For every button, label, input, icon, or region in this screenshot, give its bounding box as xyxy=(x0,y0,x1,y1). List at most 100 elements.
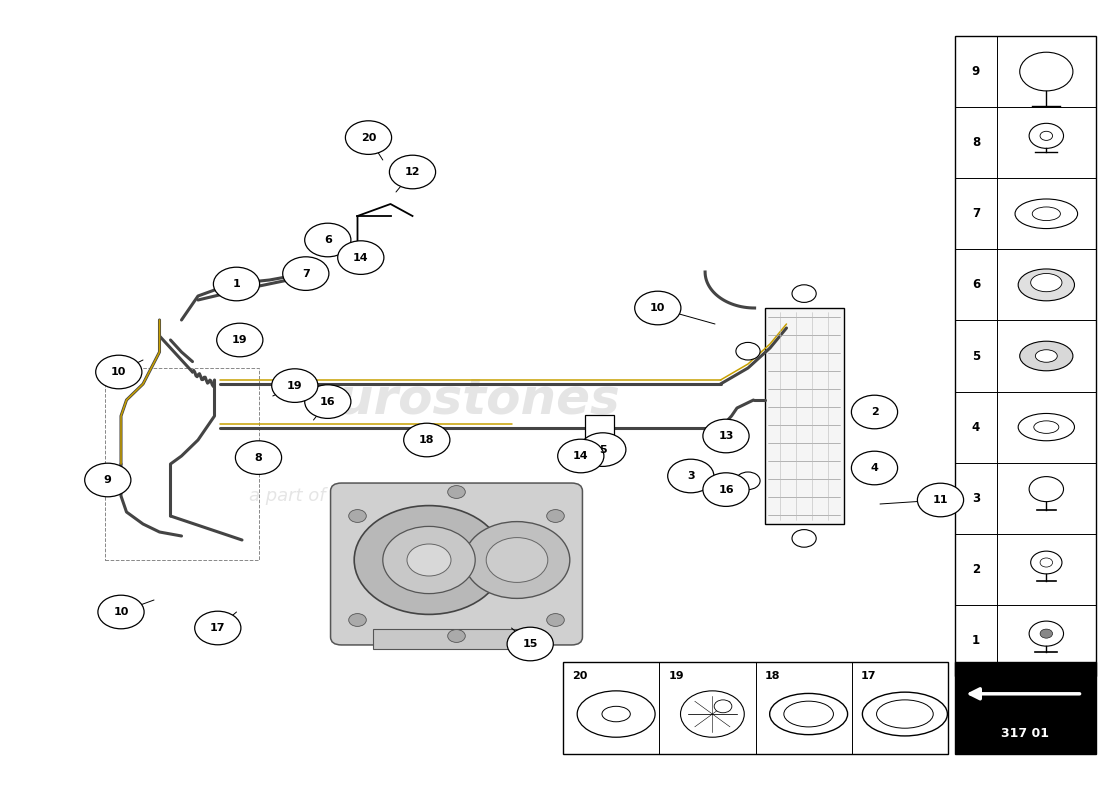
Circle shape xyxy=(580,433,626,466)
Text: eurostones: eurostones xyxy=(304,376,620,424)
Circle shape xyxy=(851,451,898,485)
FancyBboxPatch shape xyxy=(585,415,614,457)
Circle shape xyxy=(354,506,504,614)
Circle shape xyxy=(305,385,351,418)
Circle shape xyxy=(1031,551,1062,574)
Text: 16: 16 xyxy=(320,397,336,406)
Text: 14: 14 xyxy=(573,451,588,461)
Circle shape xyxy=(736,342,760,360)
Circle shape xyxy=(681,691,745,738)
Circle shape xyxy=(389,155,436,189)
Circle shape xyxy=(1041,629,1053,638)
Circle shape xyxy=(635,291,681,325)
Text: 9: 9 xyxy=(971,65,980,78)
Text: 8: 8 xyxy=(971,136,980,149)
Circle shape xyxy=(486,538,548,582)
Circle shape xyxy=(305,223,351,257)
FancyBboxPatch shape xyxy=(955,662,1096,754)
Ellipse shape xyxy=(770,694,848,734)
Text: 20: 20 xyxy=(572,671,587,681)
Text: a part of the world since 1985: a part of the world since 1985 xyxy=(250,487,520,505)
Circle shape xyxy=(703,419,749,453)
Circle shape xyxy=(547,510,564,522)
Text: 3: 3 xyxy=(972,492,980,505)
Circle shape xyxy=(383,526,475,594)
Circle shape xyxy=(668,459,714,493)
Circle shape xyxy=(547,614,564,626)
FancyBboxPatch shape xyxy=(764,308,844,524)
Text: 1: 1 xyxy=(972,634,980,647)
Text: 19: 19 xyxy=(669,671,684,681)
Circle shape xyxy=(404,423,450,457)
Text: 2: 2 xyxy=(972,563,980,576)
Ellipse shape xyxy=(862,692,947,736)
Text: 10: 10 xyxy=(111,367,126,377)
Ellipse shape xyxy=(784,701,834,727)
Ellipse shape xyxy=(1034,421,1059,434)
Text: 317 01: 317 01 xyxy=(1001,727,1049,740)
Text: 16: 16 xyxy=(718,485,734,494)
Ellipse shape xyxy=(578,691,656,738)
Text: 18: 18 xyxy=(764,671,780,681)
Text: 3: 3 xyxy=(688,471,694,481)
Circle shape xyxy=(217,323,263,357)
Text: 2: 2 xyxy=(870,407,879,417)
Circle shape xyxy=(1020,52,1072,91)
Circle shape xyxy=(448,486,465,498)
Circle shape xyxy=(917,483,964,517)
Text: 17: 17 xyxy=(210,623,225,633)
Circle shape xyxy=(1041,131,1053,140)
Circle shape xyxy=(1030,621,1064,646)
Circle shape xyxy=(345,121,392,154)
Circle shape xyxy=(703,473,749,506)
Circle shape xyxy=(1030,123,1064,148)
Circle shape xyxy=(98,595,144,629)
Text: 5: 5 xyxy=(971,350,980,362)
Circle shape xyxy=(736,472,760,490)
Circle shape xyxy=(272,369,318,402)
Text: 9: 9 xyxy=(103,475,112,485)
Ellipse shape xyxy=(1019,269,1075,301)
FancyBboxPatch shape xyxy=(330,483,583,645)
Text: 5: 5 xyxy=(600,445,606,454)
Circle shape xyxy=(1030,477,1064,502)
Circle shape xyxy=(235,441,282,474)
Text: 1: 1 xyxy=(232,279,241,289)
Ellipse shape xyxy=(341,492,572,636)
Text: 11: 11 xyxy=(933,495,948,505)
Text: 6: 6 xyxy=(323,235,332,245)
Text: 6: 6 xyxy=(971,278,980,291)
Circle shape xyxy=(714,700,732,713)
Circle shape xyxy=(558,439,604,473)
Ellipse shape xyxy=(1035,350,1057,362)
Circle shape xyxy=(195,611,241,645)
Ellipse shape xyxy=(602,706,630,722)
Text: 4: 4 xyxy=(971,421,980,434)
Circle shape xyxy=(407,544,451,576)
Circle shape xyxy=(448,630,465,642)
Circle shape xyxy=(96,355,142,389)
Text: 8: 8 xyxy=(254,453,263,462)
Text: 4: 4 xyxy=(870,463,879,473)
Circle shape xyxy=(792,285,816,302)
Text: 15: 15 xyxy=(522,639,538,649)
Ellipse shape xyxy=(1015,199,1078,229)
Circle shape xyxy=(213,267,260,301)
Circle shape xyxy=(1041,558,1053,567)
Ellipse shape xyxy=(1020,342,1072,370)
Text: 20: 20 xyxy=(361,133,376,142)
Circle shape xyxy=(349,614,366,626)
FancyBboxPatch shape xyxy=(373,629,540,649)
Circle shape xyxy=(464,522,570,598)
Text: 12: 12 xyxy=(405,167,420,177)
Text: 19: 19 xyxy=(232,335,248,345)
Ellipse shape xyxy=(877,700,933,728)
Circle shape xyxy=(851,395,898,429)
Ellipse shape xyxy=(1031,274,1062,292)
FancyBboxPatch shape xyxy=(955,36,1096,676)
Circle shape xyxy=(338,241,384,274)
Text: 10: 10 xyxy=(650,303,666,313)
Circle shape xyxy=(349,510,366,522)
Text: 13: 13 xyxy=(718,431,734,441)
Circle shape xyxy=(85,463,131,497)
